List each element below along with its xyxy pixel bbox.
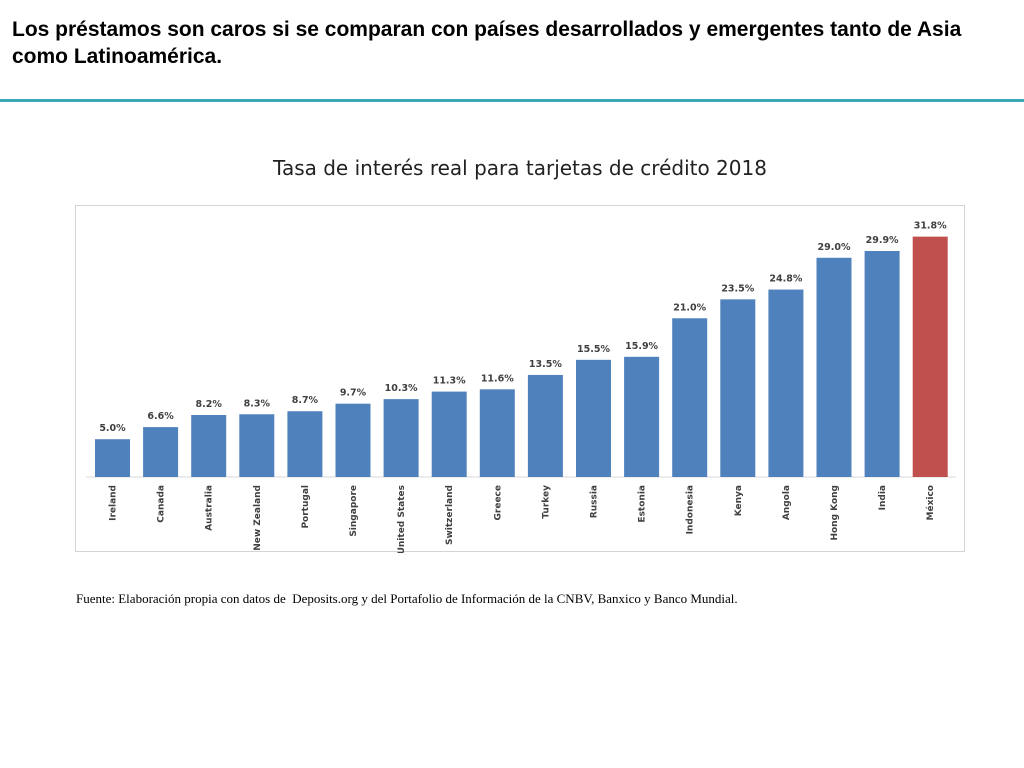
slide-title: Los préstamos son caros si se comparan c… [12, 18, 962, 68]
bar-new-zealand [239, 414, 275, 477]
data-label: 11.6% [481, 373, 514, 384]
x-tick-label: United States [397, 485, 407, 553]
bar-india [864, 250, 900, 477]
bar-turkey [527, 374, 563, 477]
bar-méxico [912, 236, 948, 477]
data-label: 29.9% [866, 235, 899, 246]
x-tick-label: Singapore [349, 485, 359, 537]
x-tick-label: Portugal [301, 485, 311, 529]
x-tick-label: Estonia [638, 485, 648, 523]
data-label: 13.5% [529, 359, 562, 370]
bar-indonesia [672, 318, 708, 477]
data-label: 15.5% [577, 344, 610, 355]
header-divider [0, 99, 1024, 102]
data-label: 9.7% [340, 388, 367, 399]
source-note: Fuente: Elaboración propia con datos de … [76, 591, 738, 606]
x-tick-label: Greece [493, 485, 503, 520]
bar-greece [479, 389, 515, 477]
bar-angola [768, 289, 804, 477]
x-tick-label: Canada [157, 485, 167, 523]
bar-canada [143, 427, 179, 477]
x-tick-label: India [878, 485, 888, 510]
data-label: 31.8% [914, 221, 947, 232]
bar-chart: 5.0% Ireland 6.6% Canada 8.2% Australia 8.3% Ne… [86, 221, 956, 553]
data-label: 8.2% [196, 399, 223, 410]
bar-hong-kong [816, 257, 852, 477]
x-tick-label: Australia [205, 485, 215, 531]
x-tick-label: México [925, 485, 936, 520]
data-label: 10.3% [385, 383, 418, 394]
bar-estonia [624, 356, 660, 477]
data-label: 8.7% [292, 395, 319, 406]
data-label: 21.0% [673, 302, 706, 313]
data-label: 23.5% [721, 283, 754, 294]
bar-kenya [720, 299, 756, 477]
chart-area: 5.0% Ireland 6.6% Canada 8.2% Australia 8.3% Ne… [75, 205, 965, 553]
data-label: 15.9% [625, 341, 658, 352]
bar-singapore [335, 403, 371, 477]
x-tick-label: Angola [782, 485, 792, 520]
data-label: 29.0% [818, 242, 851, 253]
bar-ireland [95, 439, 130, 477]
data-label: 11.3% [433, 376, 466, 387]
bar-russia [576, 359, 611, 477]
bar-switzerland [431, 391, 467, 477]
bar-australia [191, 415, 227, 477]
x-tick-label: Russia [590, 485, 600, 518]
data-label: 24.8% [769, 274, 802, 285]
x-tick-label: Switzerland [445, 485, 455, 545]
bar-united-states [383, 399, 419, 477]
x-tick-label: Indonesia [686, 485, 696, 534]
x-tick-label: Kenya [734, 485, 744, 516]
data-label: 5.0% [99, 423, 126, 434]
x-tick-label: New Zealand [253, 485, 263, 551]
x-tick-label: Hong Kong [830, 485, 840, 541]
bar-portugal [287, 411, 323, 477]
chart-title: Tasa de interés real para tarjetas de cr… [273, 156, 767, 180]
data-label: 8.3% [244, 398, 271, 409]
data-label: 6.6% [147, 411, 174, 422]
x-tick-label: Turkey [541, 485, 551, 519]
x-tick-label: Ireland [109, 485, 119, 521]
